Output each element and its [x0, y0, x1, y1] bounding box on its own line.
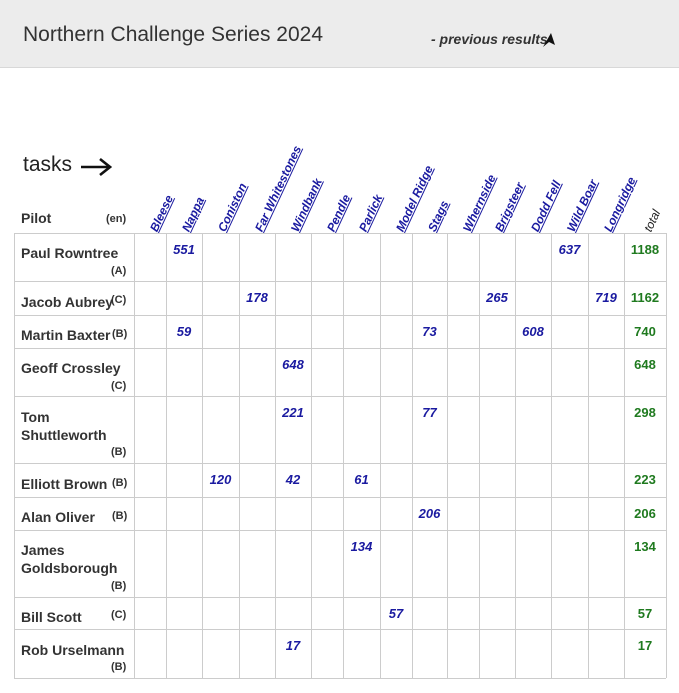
pilot-name: Rob Urselmann [21, 642, 125, 658]
task-score[interactable]: 551 [173, 242, 195, 257]
task-score[interactable]: 57 [388, 606, 404, 621]
pilot-class: (A) [111, 265, 127, 277]
pilot-total: 1188 [630, 242, 660, 257]
task-score[interactable]: 17 [285, 638, 301, 653]
task-score[interactable]: 206 [418, 506, 441, 521]
pilot-class: (C) [111, 294, 127, 306]
page-header: Northern Challenge Series 2024 - previou… [0, 0, 679, 68]
pilot-class: (B) [111, 580, 127, 592]
arrow-right-icon [81, 157, 112, 177]
pilot-column-header: Pilot [21, 210, 52, 226]
task-score[interactable]: 134 [350, 539, 373, 554]
task-score[interactable]: 178 [246, 290, 268, 305]
task-score[interactable]: 42 [285, 472, 301, 487]
pilot-total: 223 [634, 472, 656, 487]
task-score[interactable]: 73 [422, 324, 437, 339]
task-score[interactable]: 59 [176, 324, 192, 339]
pilot-total: 648 [634, 357, 656, 372]
pilot-name: Bill Scott [21, 609, 82, 625]
pilot-total: 134 [634, 539, 656, 554]
pilot-name: James Goldsborough [21, 542, 118, 576]
pilot-total: 740 [634, 324, 656, 339]
tasks-label: tasks [23, 153, 73, 176]
pilot-total: 1162 [630, 290, 660, 305]
pilot-class: (C) [111, 609, 127, 621]
pilot-class: (B) [112, 477, 128, 489]
pilot-total: 206 [634, 506, 656, 521]
pilot-name: Martin Baxter [21, 327, 111, 343]
language-label: (en) [106, 213, 127, 225]
task-score[interactable]: 637 [558, 242, 581, 257]
pilot-class: (B) [112, 328, 128, 340]
task-score[interactable]: 265 [486, 290, 508, 305]
task-score[interactable]: 221 [282, 405, 304, 420]
pilot-total: 57 [637, 606, 653, 621]
pilot-class: (B) [111, 446, 127, 458]
pilot-name: Alan Oliver [21, 509, 95, 525]
pilot-name: Jacob Aubrey [21, 294, 114, 310]
pilot-name: Tom Shuttleworth [21, 409, 107, 443]
task-score[interactable]: 120 [209, 472, 232, 487]
pilot-total: 17 [637, 638, 653, 653]
pilot-class: (C) [111, 380, 127, 392]
task-score[interactable]: 77 [422, 405, 437, 420]
pilot-class: (B) [111, 661, 127, 673]
pilot-class: (B) [112, 510, 128, 522]
task-score[interactable]: 648 [282, 357, 304, 372]
pilot-total: 298 [634, 405, 656, 420]
triangle-pointer-icon[interactable] [542, 32, 556, 48]
task-score[interactable]: 61 [354, 472, 369, 487]
task-score[interactable]: 719 [595, 290, 617, 305]
task-score[interactable]: 608 [522, 324, 544, 339]
pilot-name: Elliott Brown [21, 476, 108, 492]
previous-results-link[interactable]: - previous results [431, 31, 548, 47]
pilot-name: Geoff Crossley [21, 360, 121, 376]
page-title: Northern Challenge Series 2024 [23, 23, 324, 46]
pilot-name: Paul Rowntree [21, 245, 119, 261]
